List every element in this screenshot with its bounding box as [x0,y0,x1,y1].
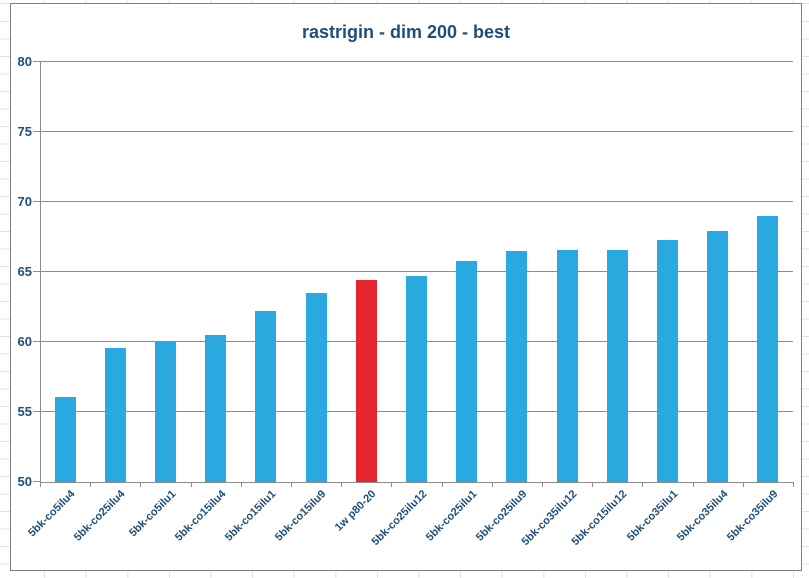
y-axis-tick [33,411,40,412]
x-axis-tick [190,482,192,487]
bar[interactable] [657,239,678,482]
y-axis-line [40,62,41,482]
bar[interactable] [305,293,327,482]
y-axis-tick [33,271,40,272]
bar[interactable] [205,335,227,482]
bar[interactable] [406,276,427,482]
x-axis-tick [592,482,594,487]
x-category-label: 5bk-co35ilu9 [724,488,781,544]
x-category-label: 5bk-co25ilu12 [369,488,429,548]
x-category-label: 5bk-co25ilu1 [423,488,480,544]
x-category-label: 1w p80-20 [333,488,379,534]
x-axis-line [40,482,793,483]
x-category-label: 5bk-co15ilu4 [172,488,229,544]
x-axis-tick [642,482,644,487]
x-axis-tick [341,482,343,487]
bar[interactable] [155,342,176,482]
bar[interactable] [556,249,578,482]
bar[interactable] [606,249,628,482]
bar[interactable] [355,280,377,482]
bar[interactable] [54,396,76,482]
x-category-label: 5bk-co35ilu4 [674,488,731,544]
x-axis-tick [140,482,142,487]
x-category-label: 5bk-co25ilu4 [72,488,128,544]
x-category-label: 5bk-co5ilu4 [26,488,78,540]
x-category-label: 5bk-co5ilu1 [126,488,178,540]
x-axis-tick [491,482,493,487]
y-axis-tick [33,201,40,202]
bar[interactable] [456,260,478,482]
gridline [40,271,793,272]
gridline [40,61,793,62]
y-tick-label: 80 [17,54,32,69]
y-tick-label: 55 [17,404,32,419]
y-axis-tick [33,341,40,342]
y-tick-label: 60 [17,334,32,349]
gridline [40,201,793,202]
x-category-label: 5bk-co35ilu1 [624,488,680,544]
x-axis-tick [240,482,242,487]
x-category-label: 5bk-co15ilu9 [272,488,329,544]
y-axis-tick [33,61,40,62]
x-axis-tick [441,482,443,487]
bar[interactable] [255,311,277,482]
gridline [40,131,793,132]
y-tick-label: 70 [17,194,32,209]
y-tick-label: 65 [17,264,32,279]
x-axis-tick [391,482,393,487]
plot-area: 50 55 60 65 70 75 80 5bk-co5ilu4 5bk-co25ilu4 5bk… [18,55,794,548]
x-axis-tick [291,482,292,487]
x-category-label: 5bk-co25ilu9 [473,488,530,544]
y-axis-tick [33,481,40,482]
x-category-label: 5bk-co15ilu1 [222,488,279,544]
x-axis-tick [40,482,41,487]
bar[interactable] [757,216,779,482]
chart-canvas[interactable]: rastrigin - dim 200 - best 50 55 60 65 70 75 8… [10,3,802,571]
x-axis-tick [90,482,92,487]
y-tick-label: 75 [17,124,32,139]
chart-title: rastrigin - dim 200 - best [301,22,511,42]
bar[interactable] [506,251,528,482]
bar[interactable] [104,347,126,482]
y-axis-tick [33,131,40,132]
x-axis-tick [742,482,744,487]
x-axis-tick [793,482,794,487]
y-tick-label: 50 [17,474,32,489]
x-axis-tick [692,482,694,487]
bar[interactable] [707,231,729,482]
x-axis-tick [542,482,543,487]
